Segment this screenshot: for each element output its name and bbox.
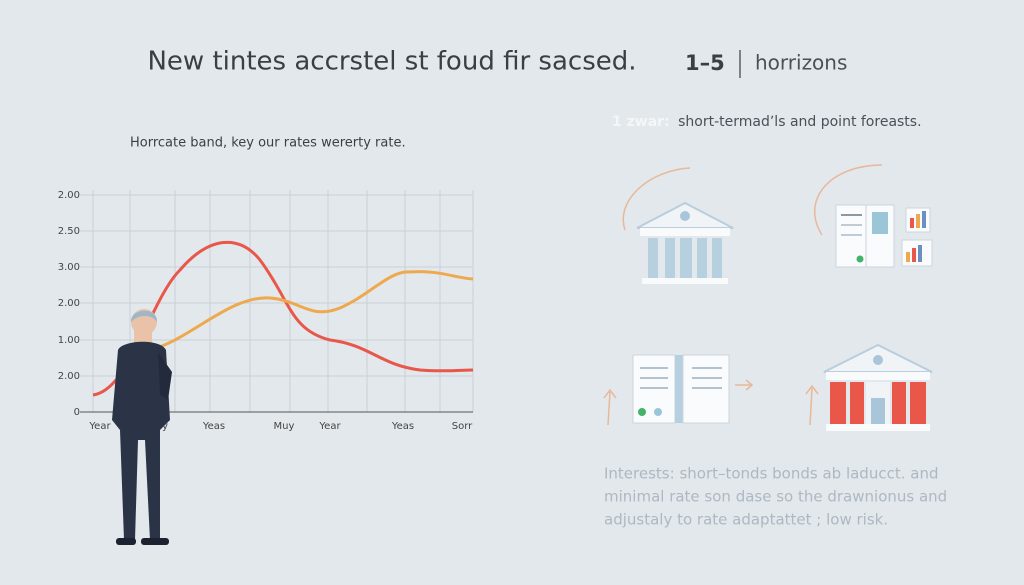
subtitle: Horrcate band, key our rates wererty rat… [130, 136, 406, 151]
body-line: Interests: short–tonds bonds ab laducct.… [604, 465, 938, 483]
y-tick-label: 3.00 [58, 262, 80, 273]
right-heading: 1 zwar: short-termadʼls and point foreas… [612, 114, 922, 130]
horizon-range: 1–5 [685, 51, 725, 75]
x-label: Year [318, 421, 341, 432]
x-label: Muy [274, 421, 295, 432]
horizon-label: horrizons [755, 51, 847, 75]
y-tick-label: 0 [74, 407, 80, 418]
orange-curve [149, 270, 474, 352]
body-line: minimal rate son dase so the drawnionus … [604, 488, 947, 506]
body-line: adjustaly to rate adaptattet ; low risk. [604, 511, 888, 529]
y-tick-label: 2.00 [58, 298, 80, 309]
y-tick-label: 2.50 [58, 226, 80, 237]
y-tick-label: 2.00 [58, 190, 80, 201]
document-icon-bottom [603, 354, 754, 426]
document-icon-top [814, 164, 933, 268]
right-prefix: 1 zwar: [612, 114, 670, 130]
x-label: Sorr [452, 421, 473, 432]
bank-icon-bottom [805, 343, 933, 431]
person [112, 309, 172, 545]
y-tick-label: 2.00 [58, 371, 80, 382]
x-label: Year [88, 421, 111, 432]
red-curve [92, 240, 474, 397]
x-label: Yeas [391, 421, 414, 432]
title: New tintes accrstel st foud fir sacsed. [147, 47, 636, 77]
y-tick-label: 1.00 [58, 335, 80, 346]
y-ticks: 2.00 2.50 3.00 2.00 1.00 2.00 0 [58, 190, 80, 418]
body-text: Interests: short–tonds bonds ab laducct.… [604, 465, 947, 529]
bank-icon-top [622, 167, 734, 284]
right-heading-text: short-termadʼls and point foreasts. [678, 114, 921, 130]
x-label: Yeas [202, 421, 225, 432]
